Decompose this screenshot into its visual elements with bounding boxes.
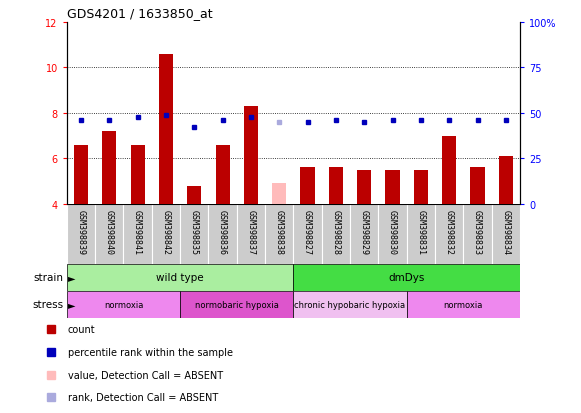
Bar <box>378 204 407 264</box>
Bar <box>357 170 371 204</box>
Text: GSM398827: GSM398827 <box>303 209 312 254</box>
Bar <box>131 145 145 204</box>
Text: chronic hypobaric hypoxia: chronic hypobaric hypoxia <box>295 300 406 309</box>
Bar <box>498 157 513 204</box>
Text: strain: strain <box>34 273 64 283</box>
Bar <box>180 291 293 318</box>
Bar <box>322 204 350 264</box>
Bar <box>123 204 152 264</box>
Bar <box>471 168 485 204</box>
Text: GSM398837: GSM398837 <box>246 209 256 254</box>
Text: rank, Detection Call = ABSENT: rank, Detection Call = ABSENT <box>68 392 218 403</box>
Bar <box>180 204 209 264</box>
Bar <box>293 204 322 264</box>
Bar <box>102 132 116 204</box>
Text: GSM398833: GSM398833 <box>473 209 482 254</box>
Text: GSM398840: GSM398840 <box>105 209 114 254</box>
Bar <box>407 291 520 318</box>
Text: normoxia: normoxia <box>104 300 143 309</box>
Text: GSM398832: GSM398832 <box>444 209 454 254</box>
Text: normobaric hypoxia: normobaric hypoxia <box>195 300 279 309</box>
Bar <box>95 204 123 264</box>
Text: GSM398842: GSM398842 <box>162 209 170 254</box>
Bar <box>272 184 286 204</box>
Text: GSM398839: GSM398839 <box>77 209 85 254</box>
Bar <box>244 107 258 204</box>
Text: stress: stress <box>33 299 64 310</box>
Bar <box>74 145 88 204</box>
Bar <box>300 168 315 204</box>
Text: GSM398829: GSM398829 <box>360 209 369 254</box>
Bar <box>293 291 407 318</box>
Bar <box>265 204 293 264</box>
Bar <box>67 204 95 264</box>
Text: GSM398841: GSM398841 <box>133 209 142 254</box>
Text: GDS4201 / 1633850_at: GDS4201 / 1633850_at <box>67 7 213 20</box>
Text: value, Detection Call = ABSENT: value, Detection Call = ABSENT <box>68 370 223 380</box>
Text: GSM398830: GSM398830 <box>388 209 397 254</box>
Text: GSM398831: GSM398831 <box>417 209 425 254</box>
Bar <box>187 186 202 204</box>
Bar <box>435 204 464 264</box>
Text: GSM398836: GSM398836 <box>218 209 227 254</box>
Bar <box>67 264 293 291</box>
Text: ►: ► <box>68 299 76 310</box>
Text: GSM398834: GSM398834 <box>501 209 510 254</box>
Bar <box>407 204 435 264</box>
Text: count: count <box>68 324 95 335</box>
Text: GSM398835: GSM398835 <box>190 209 199 254</box>
Bar <box>293 264 520 291</box>
Text: normoxia: normoxia <box>444 300 483 309</box>
Text: GSM398838: GSM398838 <box>275 209 284 254</box>
Bar <box>67 291 180 318</box>
Bar <box>350 204 378 264</box>
Bar <box>329 168 343 204</box>
Text: percentile rank within the sample: percentile rank within the sample <box>68 347 232 357</box>
Bar <box>492 204 520 264</box>
Bar <box>385 170 400 204</box>
Bar <box>237 204 265 264</box>
Bar <box>216 145 229 204</box>
Text: GSM398828: GSM398828 <box>331 209 340 254</box>
Bar <box>152 204 180 264</box>
Bar <box>209 204 237 264</box>
Bar <box>442 136 456 204</box>
Text: ►: ► <box>68 273 76 283</box>
Bar <box>464 204 492 264</box>
Bar <box>159 55 173 204</box>
Bar <box>414 170 428 204</box>
Text: wild type: wild type <box>156 273 204 283</box>
Text: dmDys: dmDys <box>389 273 425 283</box>
